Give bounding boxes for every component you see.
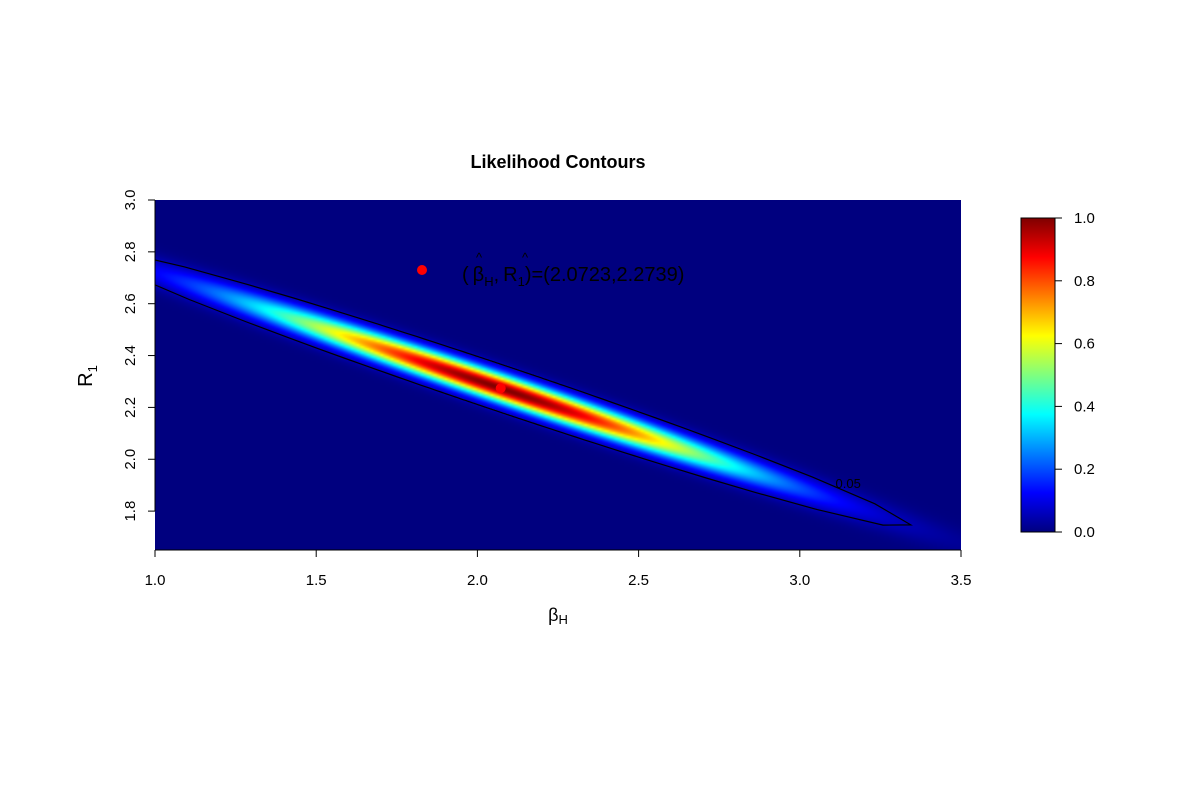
legend-beta-sub: H	[484, 274, 493, 289]
mle-point	[495, 383, 506, 394]
legend-beta-hat: ^	[476, 250, 483, 265]
y-tick-label: 2.2	[122, 397, 139, 418]
colorbar-ticks: 0.0 0.2 0.4 0.6 0.8 1.0	[1055, 210, 1095, 541]
x-tick-label: 2.5	[628, 572, 649, 589]
y-tick-label: 2.4	[122, 345, 139, 366]
legend-r-hat: ^	[522, 250, 529, 265]
colorbar-tick-label: 0.6	[1074, 336, 1095, 353]
legend-text: (βH, R1)=(2.0723,2.2739)	[462, 264, 684, 289]
contour-label: 0.05	[836, 476, 861, 491]
y-tick-label: 2.6	[122, 293, 139, 314]
colorbar-tick-label: 1.0	[1074, 210, 1095, 227]
x-axis-label: βH	[548, 605, 568, 627]
legend-marker	[417, 265, 427, 275]
y-tick-label: 1.8	[122, 501, 139, 522]
legend-close: )=(2.0723,2.2739)	[525, 264, 685, 286]
x-axis: 1.0 1.5 2.0 2.5 3.0 3.5	[145, 549, 972, 589]
x-tick-label: 2.0	[467, 572, 488, 589]
plot-area: 0.05	[155, 200, 961, 550]
colorbar-tick-label: 0.4	[1074, 398, 1095, 415]
colorbar-tick-label: 0.2	[1074, 461, 1095, 478]
chart-title: Likelihood Contours	[471, 152, 646, 172]
legend-r: R	[503, 264, 517, 286]
colorbar: 0.0 0.2 0.4 0.6 0.8 1.0	[1020, 210, 1095, 541]
legend-beta: β	[473, 264, 485, 286]
x-tick-label: 1.0	[145, 572, 166, 589]
colorbar-gradient	[1020, 217, 1056, 533]
x-tick-label: 3.0	[789, 572, 810, 589]
x-tick-label: 1.5	[306, 572, 327, 589]
y-tick-label: 2.8	[122, 241, 139, 262]
y-axis-label: R1	[75, 365, 100, 387]
legend-r-sub: 1	[518, 274, 525, 289]
y-tick-label: 2.0	[122, 449, 139, 470]
contour-line	[155, 259, 913, 526]
y-tick-label: 3.0	[122, 190, 139, 211]
x-tick-label: 3.5	[951, 572, 972, 589]
y-axis: 1.8 2.0 2.2 2.4 2.6 2.8 3.0	[122, 190, 156, 522]
legend-comma: ,	[494, 264, 500, 286]
colorbar-tick-label: 0.0	[1074, 524, 1095, 541]
legend: (βH, R1)=(2.0723,2.2739) ^ ^	[417, 250, 684, 289]
colorbar-tick-label: 0.8	[1074, 273, 1095, 290]
likelihood-heatmap	[155, 200, 961, 550]
legend-open: (	[462, 264, 469, 286]
